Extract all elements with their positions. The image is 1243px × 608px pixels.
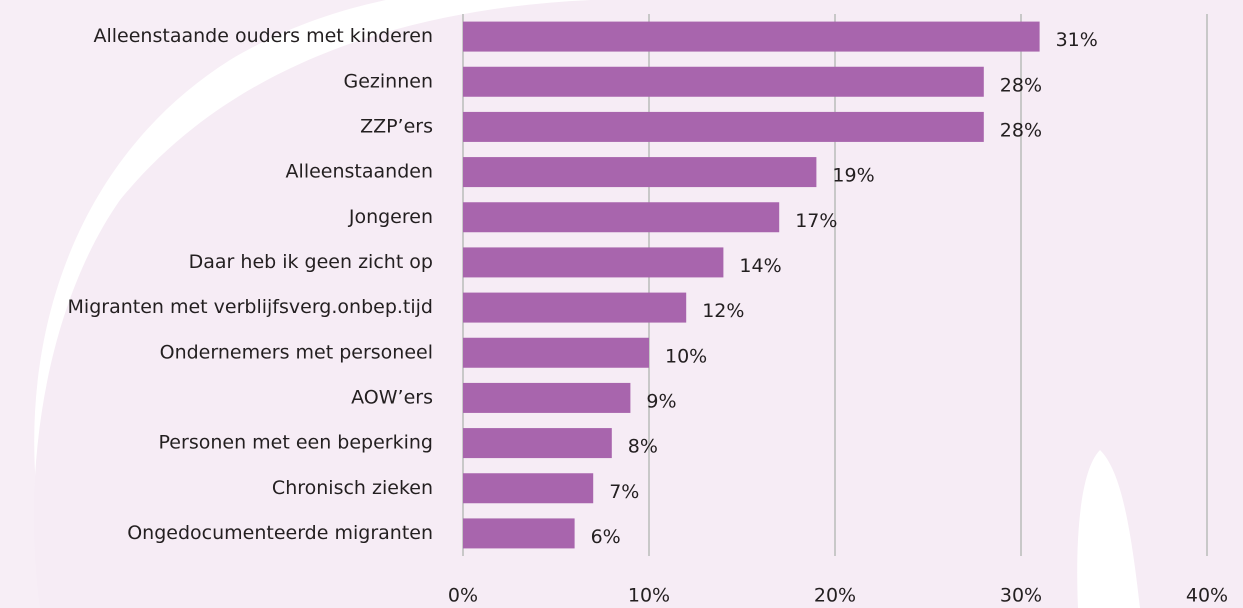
y-tick-label: Personen met een beperking: [159, 432, 433, 454]
bar: [463, 518, 575, 549]
y-tick-label: AOW’ers: [351, 386, 433, 408]
bar: [463, 292, 687, 323]
bar: [463, 202, 780, 233]
bar: [463, 337, 649, 368]
y-tick-label: ZZP’ers: [360, 115, 433, 137]
data-label: 31%: [1056, 29, 1098, 51]
x-tick-label: 20%: [814, 585, 856, 607]
y-tick-label: Alleenstaanden: [286, 161, 433, 183]
plot-area: 0% 10% 20% 30% 40% Alleenstaande ouders met k…: [68, 14, 1228, 607]
bar: [463, 382, 631, 413]
x-tick-label: 40%: [1186, 585, 1228, 607]
bar: [463, 428, 612, 459]
data-label: 12%: [702, 300, 744, 322]
y-tick-label: Migranten met verblijfsverg.onbep.tijd: [68, 296, 433, 318]
background-shape: [0, 0, 660, 608]
x-tick-label: 30%: [1000, 585, 1042, 607]
y-tick-label: Alleenstaande ouders met kinderen: [94, 25, 434, 47]
x-tick-label: 10%: [628, 585, 670, 607]
bar: [463, 473, 594, 504]
bar: [463, 111, 984, 142]
bar: [463, 157, 817, 188]
y-tick-label: Gezinnen: [344, 70, 433, 92]
data-label: 10%: [665, 345, 707, 367]
bar: [463, 247, 724, 278]
data-label: 14%: [739, 255, 781, 277]
data-label: 7%: [609, 481, 639, 503]
y-tick-label: Chronisch zieken: [272, 477, 433, 499]
y-tick-label: Ondernemers met personeel: [160, 341, 433, 363]
data-label: 6%: [591, 526, 621, 548]
x-tick-label: 0%: [448, 585, 478, 607]
data-label: 17%: [795, 210, 837, 232]
y-tick-label: Daar heb ik geen zicht op: [189, 251, 433, 273]
bar: [463, 21, 1040, 52]
data-label: 19%: [832, 165, 874, 187]
data-label: 8%: [628, 436, 658, 458]
y-tick-label: Jongeren: [348, 206, 433, 228]
y-tick-label: Ongedocumenteerde migranten: [127, 522, 433, 544]
bar: [463, 66, 984, 97]
data-label: 9%: [646, 390, 676, 412]
data-label: 28%: [1000, 119, 1042, 141]
data-label: 28%: [1000, 74, 1042, 96]
